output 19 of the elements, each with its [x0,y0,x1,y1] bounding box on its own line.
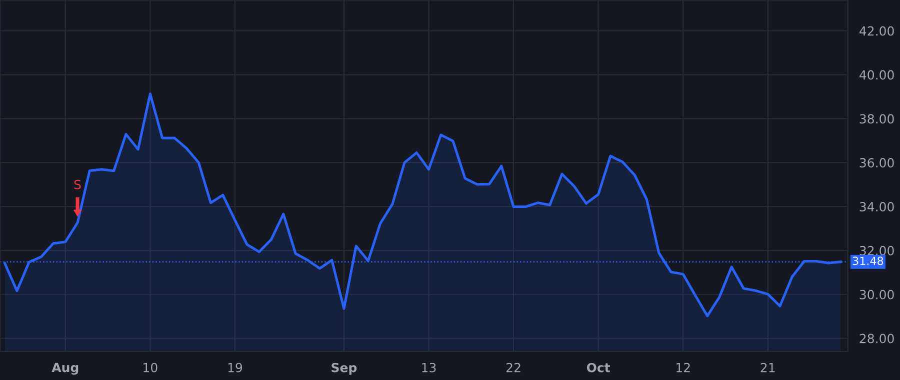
y-tick-label: 38.00 [860,114,894,124]
x-tick-label: Oct [586,362,610,372]
x-tick-label: Sep [332,362,357,375]
x-tick-label: Aug [52,362,78,375]
y-tick-label: 36.00 [860,158,894,168]
x-tick-label: 13 [422,362,436,372]
y-tick-label: 42.00 [860,26,894,36]
y-tick-label: 40.00 [860,70,894,80]
annotation: S [74,180,81,190]
x-tick-label: 21 [760,362,775,372]
y-tick-label: 32.00 [860,246,894,256]
ref-line-label: 31.48 [852,256,884,266]
y-tick-label: 28.00 [860,334,894,344]
x-tick-label: 19 [228,362,242,372]
y-tick-label: 34.00 [860,202,894,212]
x-tick-label: 10 [144,362,158,372]
x-tick-label: 12 [676,362,690,372]
x-tick-label: 22 [506,362,520,372]
y-tick-label: 30.00 [860,290,894,300]
